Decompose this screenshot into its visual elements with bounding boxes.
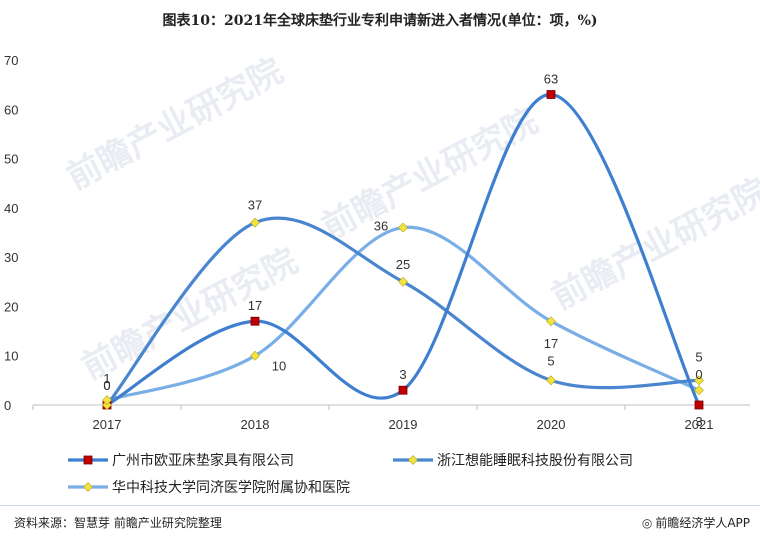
data-point-marker <box>546 375 556 386</box>
legend-marker <box>83 482 93 492</box>
data-label: 63 <box>544 72 558 87</box>
data-point-marker <box>250 316 260 326</box>
data-point-marker <box>694 385 704 396</box>
data-point-marker <box>250 350 260 361</box>
series-line <box>105 216 701 407</box>
watermark-text: 前瞻产业研究院 <box>315 101 544 248</box>
data-point-marker <box>398 222 408 233</box>
footer: 资料来源：智慧芽 前瞻产业研究院整理 ◎ 前瞻经济学人APP <box>0 512 760 539</box>
legend-item: 浙江想能睡眠科技股份有限公司 <box>393 453 633 469</box>
x-tick-label: 2018 <box>241 417 270 432</box>
data-label: 36 <box>374 219 388 234</box>
data-label: 1 <box>103 371 110 386</box>
data-label: 0 <box>103 378 110 393</box>
data-point-marker <box>398 276 408 287</box>
y-tick-label: 30 <box>4 250 18 265</box>
watermark-text: 前瞻产业研究院 <box>545 171 760 318</box>
footer-divider <box>0 505 760 506</box>
brand-note: ◎ 前瞻经济学人APP <box>642 514 750 531</box>
data-label: 3 <box>399 367 406 382</box>
data-label: 3 <box>695 414 702 429</box>
y-tick-label: 0 <box>4 398 11 413</box>
watermark-text: 前瞻产业研究院 <box>60 51 289 198</box>
y-tick-label: 60 <box>4 102 18 117</box>
y-tick-label: 70 <box>4 53 18 68</box>
brand-icon: ◎ <box>641 516 653 530</box>
x-tick-label: 2019 <box>389 417 418 432</box>
data-point-marker <box>102 395 112 405</box>
x-tick-label: 2017 <box>93 417 122 432</box>
data-label: 5 <box>547 353 554 368</box>
x-tick-label: 2021 <box>685 417 714 432</box>
data-label: 0 <box>695 367 702 382</box>
data-label: 5 <box>695 349 702 364</box>
legend-label: 广州市欧亚床垫家具有限公司 <box>112 452 294 469</box>
y-tick-label: 50 <box>4 152 18 167</box>
legend-item: 华中科技大学同济医学院附属协和医院 <box>68 480 350 496</box>
legend-item: 广州市欧亚床垫家具有限公司 <box>68 452 294 469</box>
legend-marker <box>83 455 93 465</box>
y-tick-label: 10 <box>4 349 18 364</box>
legend-marker <box>408 455 418 465</box>
source-note: 资料来源：智慧芽 前瞻产业研究院整理 <box>14 516 222 530</box>
data-point-marker <box>102 400 112 410</box>
y-axis: 0 10 20 30 40 50 60 70 <box>4 53 18 413</box>
data-point-marker <box>546 90 556 99</box>
watermark-text: 前瞻产业研究院 <box>75 241 304 388</box>
x-axis: 2017 2018 2019 2020 2021 <box>32 404 750 432</box>
legend-label: 浙江想能睡眠科技股份有限公司 <box>437 453 633 469</box>
y-tick-label: 20 <box>4 299 18 314</box>
legend: 广州市欧亚床垫家具有限公司 浙江想能睡眠科技股份有限公司华中科技大学同济医学院附属… <box>68 452 633 496</box>
x-tick-label: 2020 <box>537 417 566 432</box>
data-label: 0 <box>103 378 110 393</box>
brand-text: 前瞻经济学人APP <box>655 516 750 530</box>
y-tick-label: 40 <box>4 201 18 216</box>
data-point-marker <box>398 385 408 395</box>
data-label: 17 <box>544 336 558 351</box>
data-label: 17 <box>248 298 262 313</box>
series-line <box>105 92 701 407</box>
legend-label: 华中科技大学同济医学院附属协和医院 <box>112 480 350 496</box>
series-markers <box>102 90 704 410</box>
data-point-marker <box>694 400 704 410</box>
data-point-marker <box>546 316 556 327</box>
data-point-marker <box>250 217 260 228</box>
data-label: 10 <box>272 359 286 374</box>
chart-title: 图表10：2021年全球床垫行业专利申请新进入者情况(单位：项，%) <box>162 13 598 29</box>
data-label: 25 <box>396 257 410 272</box>
data-point-marker <box>694 375 704 386</box>
data-label: 37 <box>248 198 262 213</box>
